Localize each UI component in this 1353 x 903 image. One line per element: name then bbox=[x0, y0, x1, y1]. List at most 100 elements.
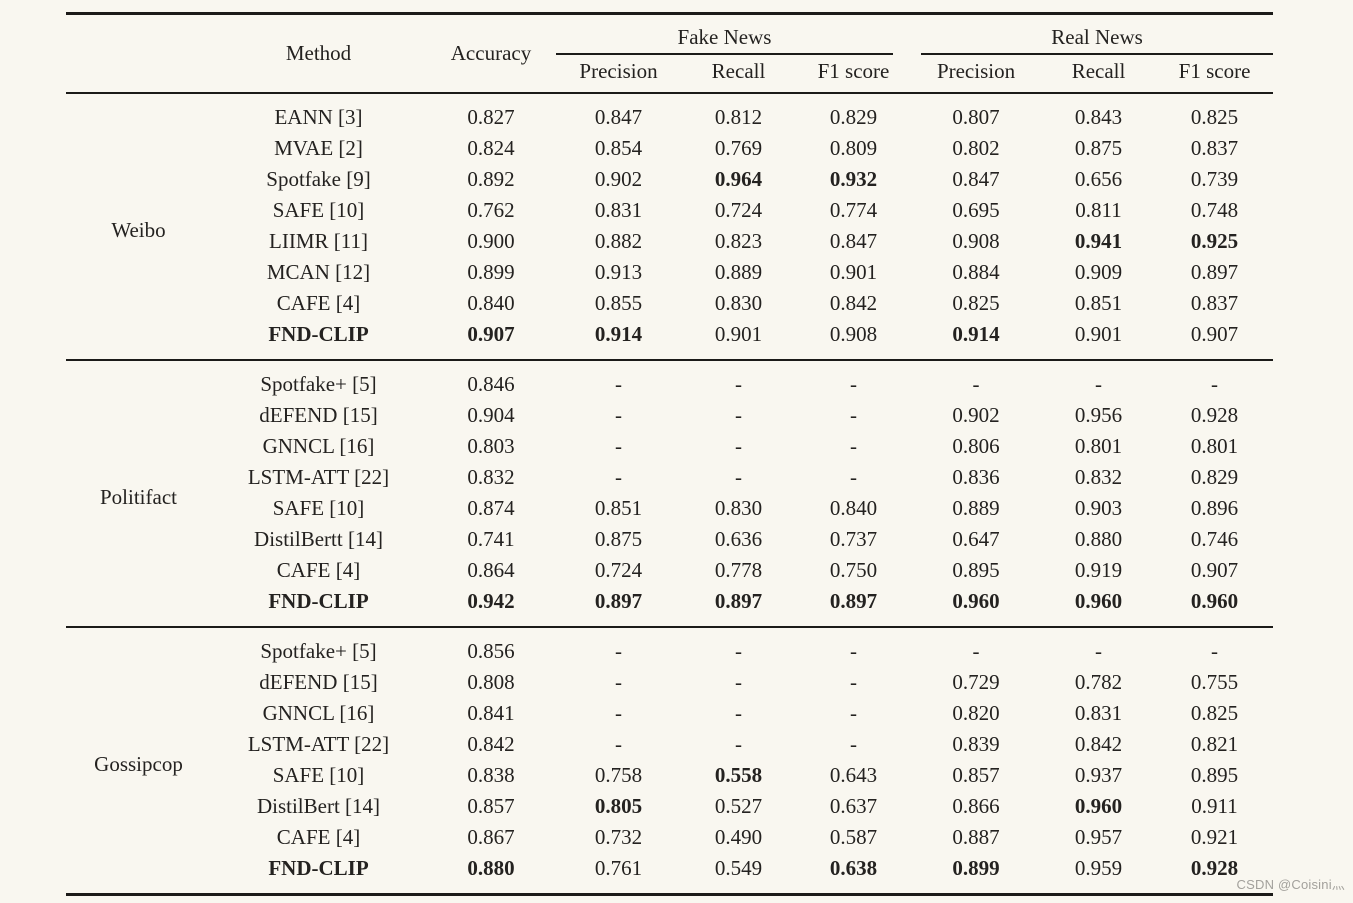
metric-value: 0.769 bbox=[714, 136, 763, 160]
metric-value: 0.837 bbox=[1190, 291, 1239, 315]
method-name: Spotfake [9] bbox=[266, 167, 371, 191]
metric-value: 0.907 bbox=[1190, 322, 1239, 346]
method-name: DistilBert [14] bbox=[256, 794, 381, 818]
metric-value: 0.914 bbox=[594, 322, 643, 346]
metric-value: - bbox=[735, 372, 742, 396]
metric-value: 0.558 bbox=[714, 763, 763, 787]
col-header-fake-recall: Recall bbox=[711, 59, 766, 83]
metric-value: 0.875 bbox=[1074, 136, 1123, 160]
metric-value: 0.829 bbox=[1190, 465, 1239, 489]
metric-value: 0.842 bbox=[467, 732, 515, 756]
metric-value: 0.889 bbox=[714, 260, 763, 284]
metric-value: 0.855 bbox=[594, 291, 643, 315]
metric-value: 0.866 bbox=[952, 794, 1000, 818]
metric-value: 0.758 bbox=[594, 763, 643, 787]
metric-value: 0.802 bbox=[952, 136, 1000, 160]
metric-value: 0.724 bbox=[594, 558, 643, 582]
metric-value: 0.854 bbox=[594, 136, 643, 160]
metric-value: 0.637 bbox=[829, 794, 878, 818]
metric-value: - bbox=[850, 403, 857, 427]
metric-value: 0.801 bbox=[1074, 434, 1123, 458]
table-row: dEFEND [15] 0.904 - - - 0.902 0.956 0.928 bbox=[66, 400, 1273, 431]
metric-value: 0.895 bbox=[1190, 763, 1239, 787]
method-name: FND-CLIP bbox=[268, 589, 369, 613]
metric-value: 0.737 bbox=[829, 527, 878, 551]
metric-value: 0.941 bbox=[1074, 229, 1123, 253]
metric-value: 0.857 bbox=[952, 763, 1000, 787]
metric-value: 0.851 bbox=[1074, 291, 1123, 315]
metric-value: 0.928 bbox=[1190, 856, 1239, 880]
table-row: LIIMR [11] 0.900 0.882 0.823 0.847 0.908 0.941… bbox=[66, 226, 1273, 257]
metric-value: 0.838 bbox=[467, 763, 515, 787]
metric-value: 0.900 bbox=[467, 229, 515, 253]
metric-value: 0.908 bbox=[829, 322, 878, 346]
metric-value: 0.901 bbox=[829, 260, 878, 284]
method-name: MCAN [12] bbox=[266, 260, 371, 284]
table-row: MCAN [12] 0.899 0.913 0.889 0.901 0.884 0.909 0… bbox=[66, 257, 1273, 288]
metric-value: 0.875 bbox=[594, 527, 643, 551]
metric-value: 0.748 bbox=[1190, 198, 1239, 222]
dataset-label-gossipcop: Gossipcop bbox=[94, 752, 183, 776]
metric-value: 0.732 bbox=[594, 825, 643, 849]
metric-value: 0.841 bbox=[467, 701, 515, 725]
metric-value: 0.907 bbox=[467, 322, 515, 346]
metric-value: 0.801 bbox=[1190, 434, 1239, 458]
metric-value: 0.957 bbox=[1074, 825, 1123, 849]
metric-value: 0.847 bbox=[829, 229, 878, 253]
metric-value: 0.636 bbox=[714, 527, 763, 551]
metric-value: - bbox=[615, 639, 622, 663]
metric-value: 0.857 bbox=[467, 794, 515, 818]
table-row: GNNCL [16] 0.841 - - - 0.820 0.831 0.825 bbox=[66, 698, 1273, 729]
metric-value: 0.919 bbox=[1074, 558, 1123, 582]
metric-value: 0.874 bbox=[467, 496, 515, 520]
metric-value: 0.908 bbox=[952, 229, 1000, 253]
table-row: Politifact Spotfake+ [5] 0.846 - - - - - - bbox=[66, 360, 1273, 509]
metric-value: 0.829 bbox=[829, 105, 878, 129]
metric-value: - bbox=[1211, 372, 1219, 396]
metric-value: - bbox=[615, 732, 622, 756]
metric-value: - bbox=[850, 701, 857, 725]
method-name: GNNCL [16] bbox=[262, 701, 375, 725]
metric-value: 0.490 bbox=[714, 825, 763, 849]
metric-value: 0.805 bbox=[594, 794, 643, 818]
col-group-fake-news: Fake News bbox=[556, 14, 911, 55]
metric-value: 0.899 bbox=[467, 260, 515, 284]
metric-value: 0.739 bbox=[1190, 167, 1239, 191]
metric-value: 0.907 bbox=[1190, 558, 1239, 582]
method-name: SAFE [10] bbox=[272, 496, 365, 520]
method-name: CAFE [4] bbox=[276, 825, 361, 849]
metric-value: 0.774 bbox=[829, 198, 878, 222]
metric-value: 0.960 bbox=[1190, 589, 1239, 613]
metric-value: 0.761 bbox=[594, 856, 643, 880]
method-name: SAFE [10] bbox=[272, 198, 365, 222]
method-name: dEFEND [15] bbox=[259, 670, 378, 694]
metric-value: 0.928 bbox=[1190, 403, 1239, 427]
method-name: LSTM-ATT [22] bbox=[247, 732, 390, 756]
metric-value: 0.762 bbox=[467, 198, 515, 222]
metric-value: 0.837 bbox=[1190, 136, 1239, 160]
metric-value: - bbox=[1095, 639, 1103, 663]
method-name: EANN [3] bbox=[274, 105, 363, 129]
metric-value: - bbox=[972, 639, 980, 663]
metric-value: - bbox=[850, 434, 857, 458]
metric-value: 0.836 bbox=[952, 465, 1000, 489]
metric-value: 0.880 bbox=[1074, 527, 1123, 551]
metric-value: 0.960 bbox=[952, 589, 1000, 613]
method-name: dEFEND [15] bbox=[259, 403, 378, 427]
metric-value: 0.839 bbox=[952, 732, 1000, 756]
metric-value: 0.587 bbox=[829, 825, 878, 849]
metric-value: - bbox=[735, 639, 742, 663]
metric-value: - bbox=[615, 670, 622, 694]
table-row: LSTM-ATT [22] 0.832 - - - 0.836 0.832 0.829 bbox=[66, 462, 1273, 493]
table-row: Spotfake [9] 0.892 0.902 0.964 0.932 0.847 0.6… bbox=[66, 164, 1273, 195]
metric-value: 0.741 bbox=[467, 527, 515, 551]
metric-value: 0.846 bbox=[467, 372, 515, 396]
metric-value: 0.897 bbox=[829, 589, 878, 613]
metric-value: - bbox=[615, 403, 622, 427]
method-name: MVAE [2] bbox=[274, 136, 363, 160]
col-group-real-news: Real News bbox=[911, 14, 1274, 55]
table-row: CAFE [4] 0.840 0.855 0.830 0.842 0.825 0.851 0.… bbox=[66, 288, 1273, 319]
metric-value: - bbox=[735, 434, 742, 458]
table-row: DistilBertt [14] 0.741 0.875 0.636 0.737 0.64… bbox=[66, 524, 1273, 555]
metric-value: 0.937 bbox=[1074, 763, 1123, 787]
